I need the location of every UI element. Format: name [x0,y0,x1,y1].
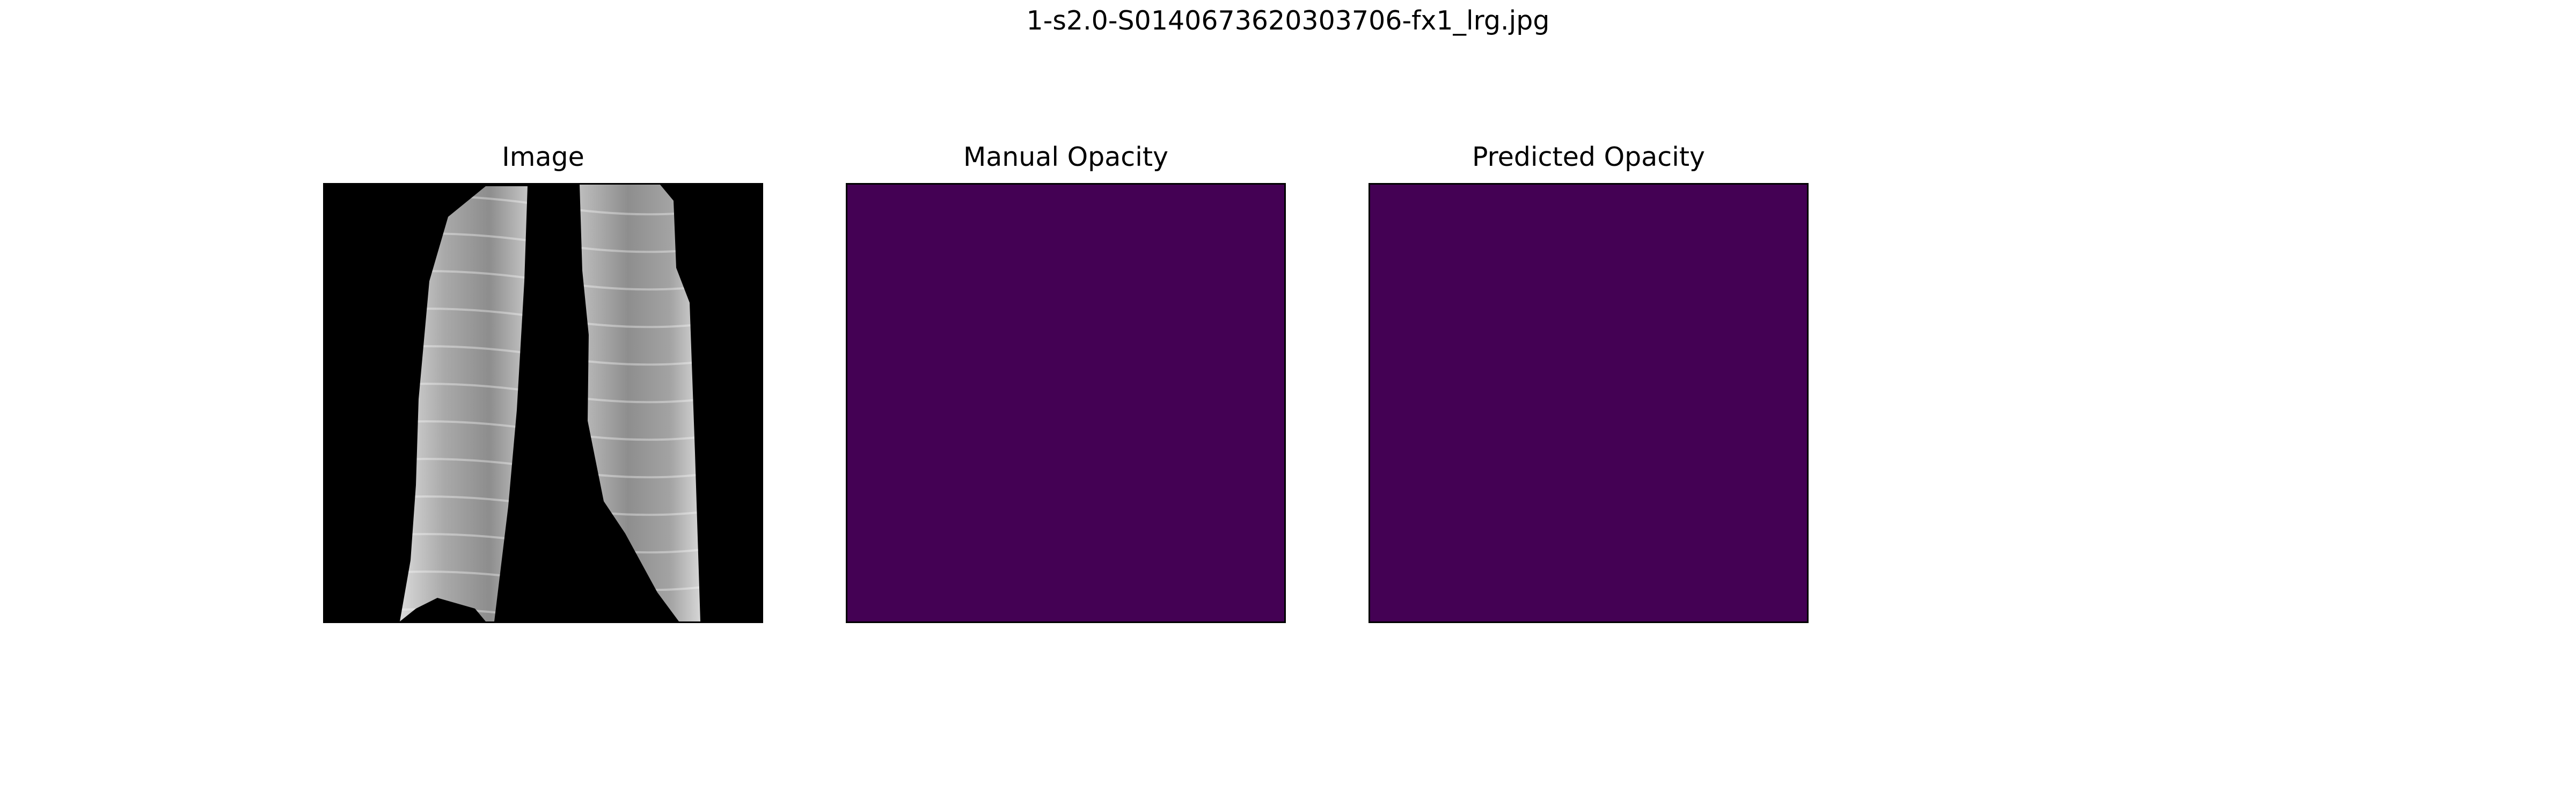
figure-title: 1-s2.0-S0140673620303706-fx1_lrg.jpg [1026,5,1550,36]
predicted-opacity-panel-title: Predicted Opacity [1472,142,1706,172]
image-panel-title: Image [502,142,584,172]
manual-mask-fill [847,185,1284,621]
predicted-mask-fill [1370,185,1807,621]
predicted-opacity-mask-panel [1368,183,1809,623]
right-lung-rib-texture [580,185,700,621]
manual-opacity-mask [847,185,1284,621]
manual-opacity-panel-title: Manual Opacity [963,142,1169,172]
xray-image-panel [323,183,763,623]
manual-opacity-mask-panel [846,183,1286,623]
predicted-opacity-mask [1370,185,1807,621]
lung-xray-image [325,185,762,621]
left-lung-rib-texture [400,186,528,621]
